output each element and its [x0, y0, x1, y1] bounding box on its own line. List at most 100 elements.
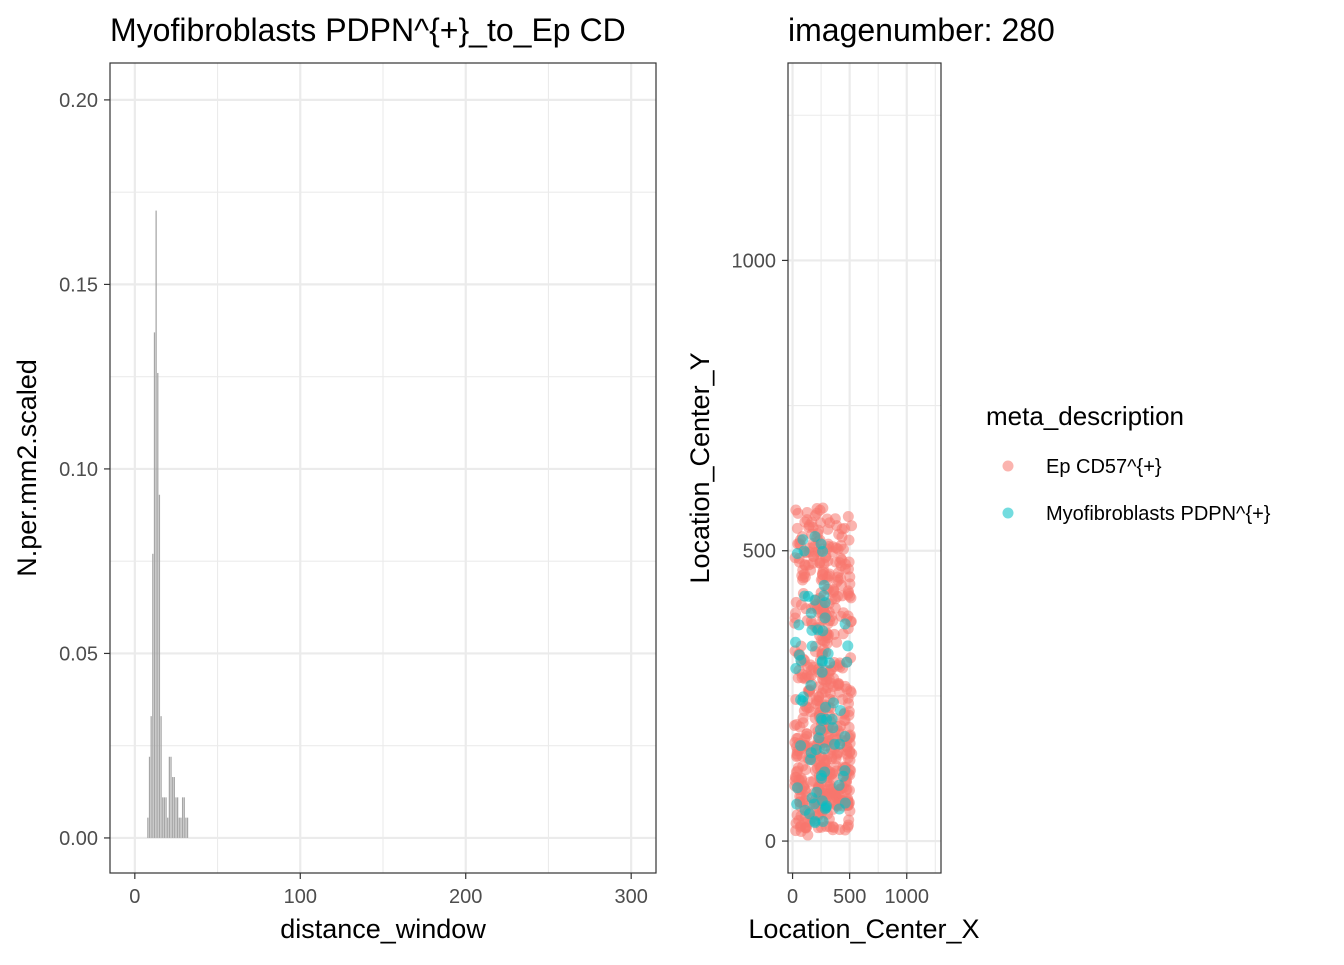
scatter-point — [811, 786, 823, 798]
scatter-point — [818, 743, 830, 755]
legend-label: Ep CD57^{+} — [1046, 456, 1162, 478]
scatter-point — [799, 590, 811, 602]
bar — [148, 756, 151, 838]
scatter-point — [828, 628, 840, 640]
left-bars — [147, 210, 189, 838]
scatter-point — [839, 765, 851, 777]
right-panel-border — [787, 62, 942, 874]
scatter-point — [844, 571, 856, 583]
y-tick-label: 0.05 — [59, 643, 98, 665]
x-tick-label: 100 — [284, 886, 317, 908]
legend-items: Ep CD57^{+} Myofibroblasts PDPN^{+} — [1002, 456, 1271, 525]
left-ticks: 0 100 200 300 0.00 0.05 0.10 0.15 0.20 — [59, 90, 648, 908]
right-y-axis-title: Location_Center_Y — [685, 352, 715, 583]
scatter-point — [791, 522, 803, 534]
scatter-point — [842, 589, 854, 601]
x-tick-label: 0 — [787, 886, 798, 908]
scatter-point — [803, 559, 815, 571]
left-grid — [110, 63, 656, 873]
scatter-point — [817, 815, 829, 827]
bar — [186, 817, 189, 838]
scatter-point — [801, 514, 813, 526]
scatter-point — [843, 556, 855, 568]
scatter-point — [809, 594, 821, 606]
scatter-point — [807, 521, 819, 533]
distance-bar-chart: Myofibroblasts PDPN^{+}_to_Ep CD 0 100 200… — [12, 12, 657, 944]
scatter-point — [817, 625, 829, 637]
scatter-point — [841, 656, 853, 668]
scatter-point — [795, 599, 807, 611]
scatter-point — [806, 640, 818, 652]
x-tick-label: 500 — [833, 886, 866, 908]
bar — [178, 817, 180, 838]
scatter-point — [828, 584, 840, 596]
scatter-point — [814, 724, 826, 736]
bar — [175, 797, 177, 838]
bar — [173, 777, 175, 838]
scatter-point — [841, 745, 853, 757]
scatter-point — [795, 694, 807, 706]
bar — [170, 756, 172, 838]
scatter-point — [842, 511, 854, 523]
scatter-point — [828, 738, 840, 750]
scatter-point — [791, 718, 803, 730]
scatter-point — [837, 628, 849, 640]
left-chart-title: Myofibroblasts PDPN^{+}_to_Ep CD — [110, 12, 626, 48]
scatter-point — [797, 574, 809, 586]
legend: meta_description Ep CD57^{+} Myofibroblas… — [986, 401, 1271, 525]
x-tick-label: 300 — [614, 886, 647, 908]
cell-location-scatter: imagenumber: 280 0 500 1000 0 500 1000 Locati… — [685, 12, 1055, 944]
scatter-point — [799, 816, 811, 828]
scatter-point — [801, 730, 813, 742]
scatter-point — [835, 539, 847, 551]
scatter-point — [791, 782, 803, 794]
legend-key — [1002, 460, 1014, 472]
bar — [158, 494, 161, 838]
scatter-point — [820, 800, 832, 812]
scatter-point — [811, 507, 823, 519]
scatter-point — [827, 722, 839, 734]
scatter-point — [817, 569, 828, 581]
scatter-point — [832, 567, 844, 579]
bar — [155, 210, 157, 838]
legend-key — [1002, 507, 1014, 519]
scatter-point — [838, 522, 850, 534]
bar — [185, 817, 187, 838]
scatter-point — [829, 602, 841, 614]
scatter-point — [790, 662, 802, 674]
scatter-point — [834, 705, 846, 717]
bar — [160, 716, 162, 838]
scatter-point — [824, 657, 836, 669]
bar — [163, 797, 166, 838]
x-tick-label: 200 — [449, 886, 482, 908]
y-tick-label: 0.00 — [59, 828, 98, 850]
legend-label: Myofibroblasts PDPN^{+} — [1046, 503, 1271, 525]
scatter-point — [805, 607, 817, 619]
scatter-point — [818, 589, 830, 601]
y-tick-label: 0 — [765, 831, 776, 853]
bar — [152, 553, 154, 838]
scatter-point — [823, 781, 835, 793]
bar — [165, 797, 167, 838]
bar — [183, 797, 185, 838]
y-tick-label: 0.20 — [59, 90, 98, 112]
y-tick-label: 500 — [743, 541, 776, 563]
scatter-point — [792, 507, 804, 519]
scatter-point — [824, 688, 836, 700]
left-y-axis-title: N.per.mm2.scaled — [12, 359, 42, 577]
x-tick-label: 1000 — [884, 886, 929, 908]
scatter-point — [839, 797, 851, 809]
scatter-point — [790, 636, 802, 648]
scatter-point — [819, 766, 831, 778]
scatter-point — [839, 618, 851, 630]
bar — [172, 777, 174, 838]
y-tick-label: 0.10 — [59, 459, 98, 481]
x-tick-label: 0 — [129, 886, 140, 908]
scatter-point — [805, 679, 817, 691]
scatter-point — [819, 612, 831, 624]
scatter-point — [804, 754, 816, 766]
scatter-point — [845, 687, 857, 699]
bar — [167, 817, 169, 838]
bar — [162, 797, 164, 838]
